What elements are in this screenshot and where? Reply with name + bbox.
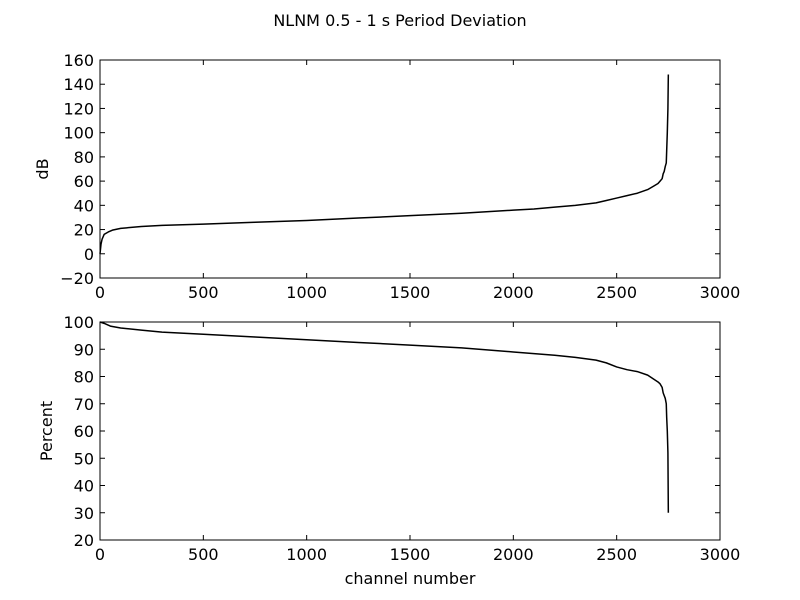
db-x-tick-label: 0: [95, 283, 105, 302]
db-y-axis: −20 0 20 40 60 80 100 120 140 160: [60, 51, 720, 288]
percent-x-tick-label: 3000: [700, 545, 741, 564]
db-y-tick-label: 40: [74, 196, 94, 215]
percent-y-tick-label: 60: [74, 422, 94, 441]
percent-y-tick-label: 70: [74, 395, 94, 414]
db-line-layer: [99, 74, 670, 254]
db-x-tick-label: 500: [188, 283, 219, 302]
percent-y-axis-label: Percent: [37, 401, 56, 461]
db-y-tick-label: 20: [74, 221, 94, 240]
db-x-tick-label: 1000: [286, 283, 327, 302]
percent-x-tick-label: 1000: [286, 545, 327, 564]
db-x-tick-label: 1500: [390, 283, 431, 302]
db-subplot: 0 500 1000 1500 2000 2500 3000 −20020406080100…: [33, 51, 740, 302]
db-x-axis: 0 500 1000 1500 2000 2500 3000: [95, 60, 740, 302]
percent-y-tick-label: 40: [74, 477, 94, 496]
x-axis-label: channel number: [345, 569, 476, 588]
percent-y-tick-label: 30: [74, 504, 94, 523]
percent-x-tick-label: 0: [95, 545, 105, 564]
db-y-axis-label: dB: [33, 158, 52, 179]
db-y-tick-label: 160: [63, 51, 94, 70]
percent-line-layer: [99, 321, 670, 513]
db-series-line: [99, 74, 670, 254]
percent-x-tick-label: 2500: [596, 545, 637, 564]
db-y-tick-label: −20: [60, 269, 94, 288]
percent-x-tick-label: 1500: [390, 545, 431, 564]
percent-x-tick-label: 500: [188, 545, 219, 564]
percent-y-tick-label: 50: [74, 449, 94, 468]
percent-x-tick-label: 2000: [493, 545, 534, 564]
percent-subplot: 0 500 1000 1500 2000 2500 3000 20 30 40 50 60 70 80 9…: [37, 313, 740, 588]
db-y-tick-label: 60: [74, 172, 94, 191]
db-y-tick-label: 100: [63, 124, 94, 143]
percent-y-tick-label: 100: [63, 313, 94, 332]
db-x-tick-label: 2500: [596, 283, 637, 302]
percent-series-line: [99, 321, 670, 513]
db-y-tick-label: 140: [63, 75, 94, 94]
percent-y-tick-label: 20: [74, 531, 94, 550]
db-y-tick-label: 0: [84, 245, 94, 264]
percent-x-axis: 0 500 1000 1500 2000 2500 3000: [95, 322, 740, 564]
db-x-tick-label: 2000: [493, 283, 534, 302]
percent-y-tick-label: 90: [74, 340, 94, 359]
db-x-tick-label: 3000: [700, 283, 741, 302]
percent-y-tick-label: 80: [74, 368, 94, 387]
percent-y-axis: 20 30 40 50 60 70 80 90 100: [63, 313, 720, 550]
db-y-tick-label: 120: [63, 99, 94, 118]
figure-title: NLNM 0.5 - 1 s Period Deviation: [273, 11, 526, 30]
db-y-tick-label: 80: [74, 148, 94, 167]
